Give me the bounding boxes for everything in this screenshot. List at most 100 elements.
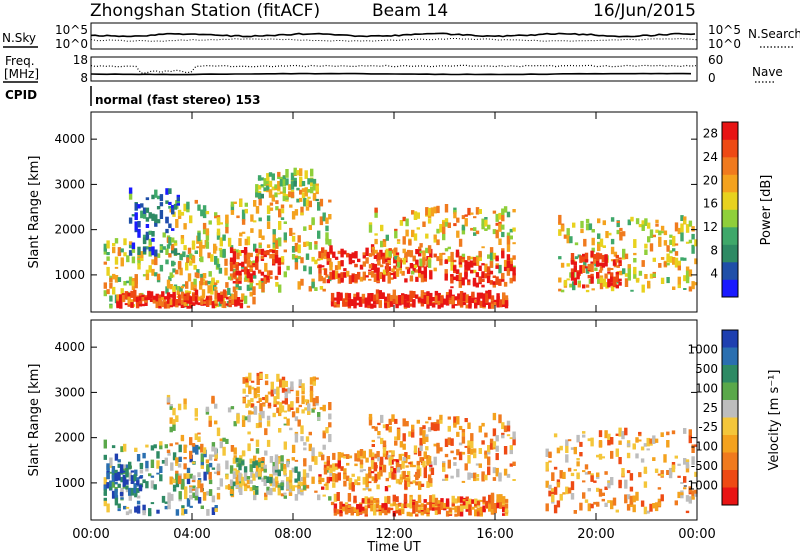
echo-cell	[357, 271, 361, 280]
echo-cell	[459, 496, 464, 503]
echo-cell	[336, 301, 340, 308]
echo-cell	[172, 424, 176, 431]
echo-cell	[170, 493, 174, 501]
echo-cell	[276, 393, 280, 400]
echo-cell	[548, 490, 552, 497]
echo-cell	[487, 254, 491, 259]
echo-cell	[148, 508, 152, 516]
echo-cell	[307, 410, 311, 415]
echo-cell	[343, 468, 347, 475]
echo-cell	[351, 260, 355, 264]
echo-cell	[502, 502, 506, 506]
echo-cell	[382, 252, 386, 259]
echo-cell	[394, 436, 398, 441]
echo-cell	[597, 218, 601, 224]
echo-cell	[225, 282, 229, 288]
echo-cell	[479, 292, 483, 299]
echo-cell	[411, 230, 415, 238]
echo-cell	[573, 261, 577, 266]
echo-cell	[303, 460, 307, 467]
echo-cell	[272, 256, 276, 264]
colorbar-segment	[722, 262, 738, 280]
echo-cell	[308, 224, 312, 230]
echo-cell	[453, 276, 457, 281]
echo-cell	[401, 453, 405, 457]
echo-cell	[655, 219, 659, 223]
echo-cell	[214, 282, 218, 285]
echo-cell	[585, 223, 590, 231]
echo-cell	[423, 278, 427, 282]
echo-cell	[635, 277, 640, 281]
echo-cell	[444, 273, 448, 281]
echo-cell	[326, 258, 330, 262]
echo-cell	[103, 477, 107, 486]
echo-cell	[478, 448, 482, 454]
echo-cell	[183, 398, 187, 405]
echo-cell	[381, 503, 385, 508]
echo-cell	[246, 476, 251, 480]
echo-cell	[332, 482, 336, 488]
echo-cell	[377, 257, 381, 266]
echo-cell	[109, 282, 113, 289]
echo-cell	[454, 304, 458, 306]
echo-cell	[272, 487, 276, 492]
echo-cell	[200, 273, 204, 278]
echo-cell	[570, 253, 575, 262]
echo-cell	[503, 266, 508, 272]
echo-cell	[164, 501, 168, 504]
echo-cell	[445, 498, 450, 507]
y-tick-label: 1000	[54, 476, 85, 490]
echo-cell	[458, 238, 463, 247]
echo-cell	[484, 432, 488, 438]
echo-cell	[236, 463, 240, 468]
echo-cell	[322, 212, 326, 222]
echo-cell	[145, 460, 149, 469]
echo-cell	[394, 247, 398, 253]
echo-cell	[315, 183, 319, 186]
echo-cell	[373, 273, 378, 282]
echo-cell	[688, 429, 692, 437]
echo-cell	[318, 474, 322, 477]
echo-cell	[283, 492, 287, 495]
echo-cell	[599, 277, 604, 283]
echo-cell	[406, 267, 411, 274]
echo-cell	[249, 273, 253, 283]
echo-cell	[467, 447, 471, 455]
echo-cell	[395, 496, 399, 503]
echo-cell	[495, 276, 499, 285]
echo-cell	[197, 446, 202, 450]
echo-cell	[205, 233, 210, 241]
echo-cell	[310, 168, 314, 177]
echo-cell	[112, 243, 116, 247]
echo-cell	[130, 299, 134, 304]
echo-cell	[691, 494, 695, 500]
echo-cell	[402, 433, 406, 442]
echo-cell	[359, 276, 364, 282]
echo-cell	[339, 512, 343, 517]
echo-cell	[654, 502, 659, 512]
echo-cell	[249, 487, 253, 492]
echo-cell	[343, 480, 347, 487]
echo-cell	[290, 172, 295, 181]
echo-cell	[111, 445, 116, 449]
echo-cell	[274, 472, 279, 476]
echo-cell	[186, 498, 191, 507]
echo-cell	[149, 298, 154, 302]
echo-cell	[384, 255, 389, 263]
echo-cell	[241, 250, 245, 253]
echo-cell	[214, 297, 218, 304]
echo-cell	[467, 263, 471, 271]
echo-cell	[120, 446, 124, 453]
echo-cell	[142, 504, 146, 513]
echo-cell	[490, 300, 495, 304]
echo-cell	[364, 514, 368, 517]
echo-cell	[176, 200, 180, 204]
echo-cell	[154, 221, 158, 227]
echo-cell	[501, 272, 505, 280]
echo-cell	[590, 276, 594, 284]
echo-cell	[323, 467, 328, 475]
echo-cell	[336, 295, 340, 305]
echo-cell	[255, 262, 259, 270]
echo-cell	[348, 275, 353, 284]
echo-cell	[208, 415, 212, 425]
